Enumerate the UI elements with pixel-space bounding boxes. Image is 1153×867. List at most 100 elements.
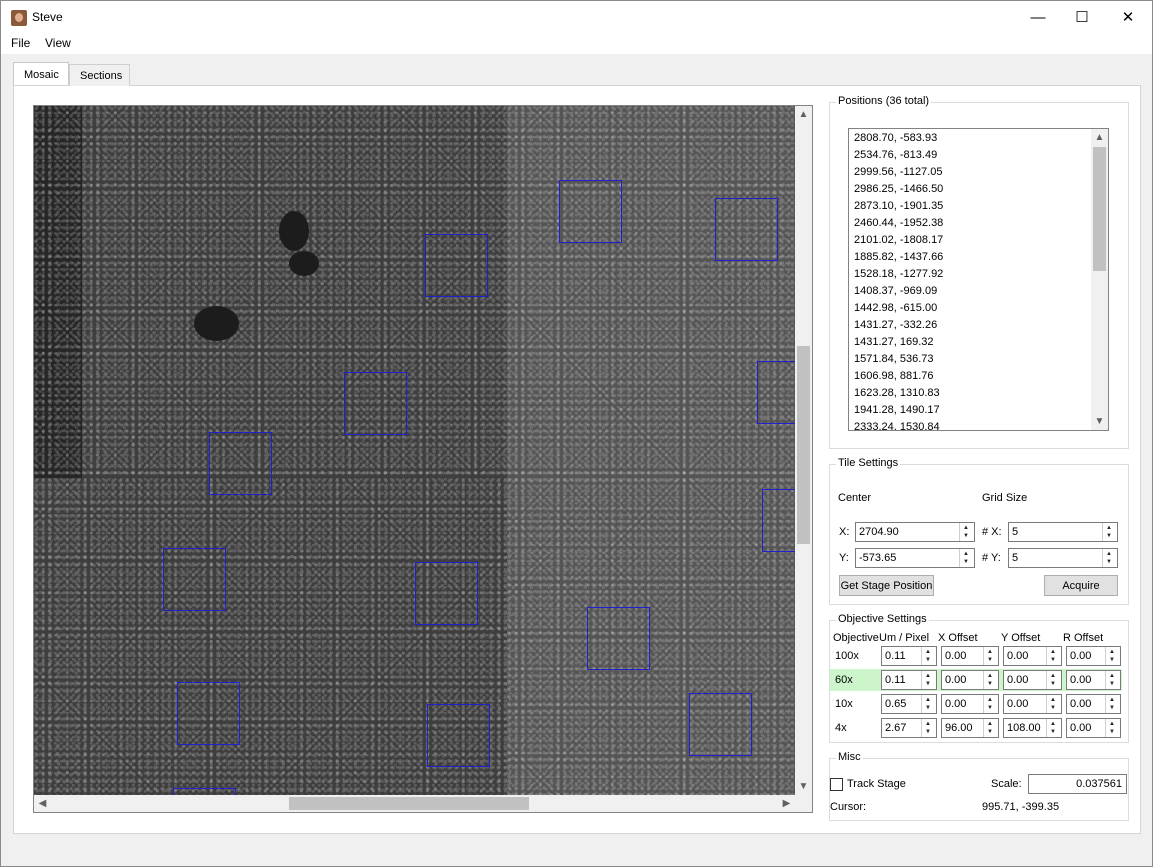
mosaic-viewer[interactable]: ▲ ▼ ◀ ▶	[33, 105, 813, 813]
spin-down-icon[interactable]: ▼	[1109, 657, 1115, 663]
spin-down-icon[interactable]: ▼	[1109, 681, 1115, 687]
vertical-scrollbar[interactable]: ▲ ▼	[795, 106, 812, 795]
spin-arrows[interactable]: ▲ ▼	[983, 647, 998, 665]
spin-down-icon[interactable]: ▼	[1050, 681, 1056, 687]
um-pixel-spinbox[interactable]: 0.65 ▲ ▼	[881, 694, 937, 714]
position-marker[interactable]	[344, 372, 407, 435]
spin-arrows[interactable]: ▲ ▼	[1105, 671, 1120, 689]
list-item[interactable]: 1941.28, 1490.17	[854, 404, 940, 416]
spin-down-icon[interactable]: ▼	[1109, 729, 1115, 735]
r-offset-spinbox[interactable]: 0.00 ▲ ▼	[1066, 694, 1121, 714]
position-marker[interactable]	[177, 682, 240, 745]
position-marker[interactable]	[173, 788, 236, 795]
y-offset-spinbox[interactable]: 0.00 ▲ ▼	[1003, 646, 1062, 666]
objective-name[interactable]: 4x	[835, 722, 847, 734]
spin-up-icon[interactable]: ▲	[1106, 525, 1112, 531]
list-item[interactable]: 2534.76, -813.49	[854, 149, 938, 161]
tab-mosaic[interactable]: Mosaic	[13, 62, 69, 85]
spin-up-icon[interactable]: ▲	[987, 697, 993, 703]
spin-down-icon[interactable]: ▼	[1050, 657, 1056, 663]
spin-arrows[interactable]: ▲ ▼	[1046, 695, 1061, 713]
menu-file[interactable]: File	[11, 36, 31, 50]
spin-down-icon[interactable]: ▼	[925, 729, 931, 735]
position-marker[interactable]	[762, 489, 795, 552]
spin-arrows[interactable]: ▲ ▼	[921, 671, 936, 689]
position-marker[interactable]	[427, 704, 490, 767]
r-offset-spinbox[interactable]: 0.00 ▲ ▼	[1066, 670, 1121, 690]
spin-down-icon[interactable]: ▼	[1106, 533, 1112, 539]
objective-name[interactable]: 60x	[835, 674, 853, 686]
minimize-button[interactable]: —	[1030, 8, 1046, 26]
track-stage-checkbox[interactable]	[830, 778, 843, 791]
list-scroll-thumb[interactable]	[1093, 147, 1106, 271]
spin-up-icon[interactable]: ▲	[1109, 673, 1115, 679]
spin-up-icon[interactable]: ▲	[1050, 649, 1056, 655]
spin-arrows[interactable]: ▲ ▼	[983, 719, 998, 737]
close-button[interactable]: ✕	[1121, 9, 1135, 26]
horizontal-scrollbar[interactable]: ◀ ▶	[34, 795, 795, 812]
spin-arrows[interactable]: ▲ ▼	[1102, 549, 1117, 567]
positions-list[interactable]: 2808.70, -583.93 2534.76, -813.49 2999.5…	[848, 128, 1109, 431]
scroll-right-icon[interactable]: ▶	[782, 798, 791, 809]
spin-up-icon[interactable]: ▲	[925, 649, 931, 655]
spin-up-icon[interactable]: ▲	[925, 697, 931, 703]
spin-down-icon[interactable]: ▼	[987, 681, 993, 687]
x-offset-spinbox[interactable]: 96.00 ▲ ▼	[941, 718, 999, 738]
scroll-left-icon[interactable]: ◀	[38, 798, 47, 809]
position-marker[interactable]	[715, 198, 778, 261]
list-item[interactable]: 1606.98, 881.76	[854, 370, 934, 382]
list-item[interactable]: 1442.98, -615.00	[854, 302, 938, 314]
list-item[interactable]: 1528.18, -1277.92	[854, 268, 944, 280]
um-pixel-spinbox[interactable]: 0.11 ▲ ▼	[881, 670, 937, 690]
spin-down-icon[interactable]: ▼	[925, 681, 931, 687]
tab-sections[interactable]: Sections	[69, 64, 130, 86]
spin-arrows[interactable]: ▲ ▼	[983, 671, 998, 689]
grid-y-spinbox[interactable]: 5 ▲ ▼	[1008, 548, 1118, 568]
spin-up-icon[interactable]: ▲	[1109, 721, 1115, 727]
spin-arrows[interactable]: ▲ ▼	[1105, 719, 1120, 737]
grid-x-spinbox[interactable]: 5 ▲ ▼	[1008, 522, 1118, 542]
list-scrollbar[interactable]: ▲ ▼	[1091, 129, 1108, 430]
spin-down-icon[interactable]: ▼	[925, 657, 931, 663]
center-x-spinbox[interactable]: 2704.90 ▲ ▼	[855, 522, 975, 542]
list-item[interactable]: 2333.24, 1530.84	[854, 421, 940, 431]
position-marker[interactable]	[757, 361, 795, 424]
list-scroll-up-icon[interactable]: ▲	[1094, 132, 1105, 143]
spin-arrows[interactable]: ▲ ▼	[1046, 671, 1061, 689]
center-y-spinbox[interactable]: -573.65 ▲ ▼	[855, 548, 975, 568]
spin-up-icon[interactable]: ▲	[1050, 721, 1056, 727]
spin-arrows[interactable]: ▲ ▼	[1046, 719, 1061, 737]
um-pixel-spinbox[interactable]: 0.11 ▲ ▼	[881, 646, 937, 666]
spin-up-icon[interactable]: ▲	[1050, 697, 1056, 703]
horizontal-scroll-thumb[interactable]	[289, 797, 529, 810]
spin-down-icon[interactable]: ▼	[925, 705, 931, 711]
x-offset-spinbox[interactable]: 0.00 ▲ ▼	[941, 694, 999, 714]
um-pixel-spinbox[interactable]: 2.67 ▲ ▼	[881, 718, 937, 738]
scale-input[interactable]: 0.037561	[1028, 774, 1127, 794]
track-stage-label[interactable]: Track Stage	[847, 778, 906, 790]
mosaic-image[interactable]	[34, 106, 795, 795]
vertical-scroll-thumb[interactable]	[797, 346, 810, 544]
list-item[interactable]: 1408.37, -969.09	[854, 285, 938, 297]
spin-arrows[interactable]: ▲ ▼	[1105, 695, 1120, 713]
spin-up-icon[interactable]: ▲	[925, 721, 931, 727]
spin-arrows[interactable]: ▲ ▼	[1102, 523, 1117, 541]
spin-down-icon[interactable]: ▼	[987, 729, 993, 735]
spin-up-icon[interactable]: ▲	[1109, 697, 1115, 703]
position-marker[interactable]	[425, 234, 488, 297]
spin-down-icon[interactable]: ▼	[963, 533, 969, 539]
spin-arrows[interactable]: ▲ ▼	[959, 523, 974, 541]
spin-arrows[interactable]: ▲ ▼	[921, 695, 936, 713]
spin-arrows[interactable]: ▲ ▼	[983, 695, 998, 713]
position-marker[interactable]	[559, 180, 622, 243]
x-offset-spinbox[interactable]: 0.00 ▲ ▼	[941, 646, 999, 666]
list-item[interactable]: 1571.84, 536.73	[854, 353, 934, 365]
x-offset-spinbox[interactable]: 0.00 ▲ ▼	[941, 670, 999, 690]
maximize-button[interactable]: ☐	[1075, 9, 1089, 26]
spin-up-icon[interactable]: ▲	[1050, 673, 1056, 679]
spin-down-icon[interactable]: ▼	[963, 559, 969, 565]
y-offset-spinbox[interactable]: 108.00 ▲ ▼	[1003, 718, 1062, 738]
list-item[interactable]: 2873.10, -1901.35	[854, 200, 944, 212]
y-offset-spinbox[interactable]: 0.00 ▲ ▼	[1003, 694, 1062, 714]
list-item[interactable]: 1623.28, 1310.83	[854, 387, 940, 399]
